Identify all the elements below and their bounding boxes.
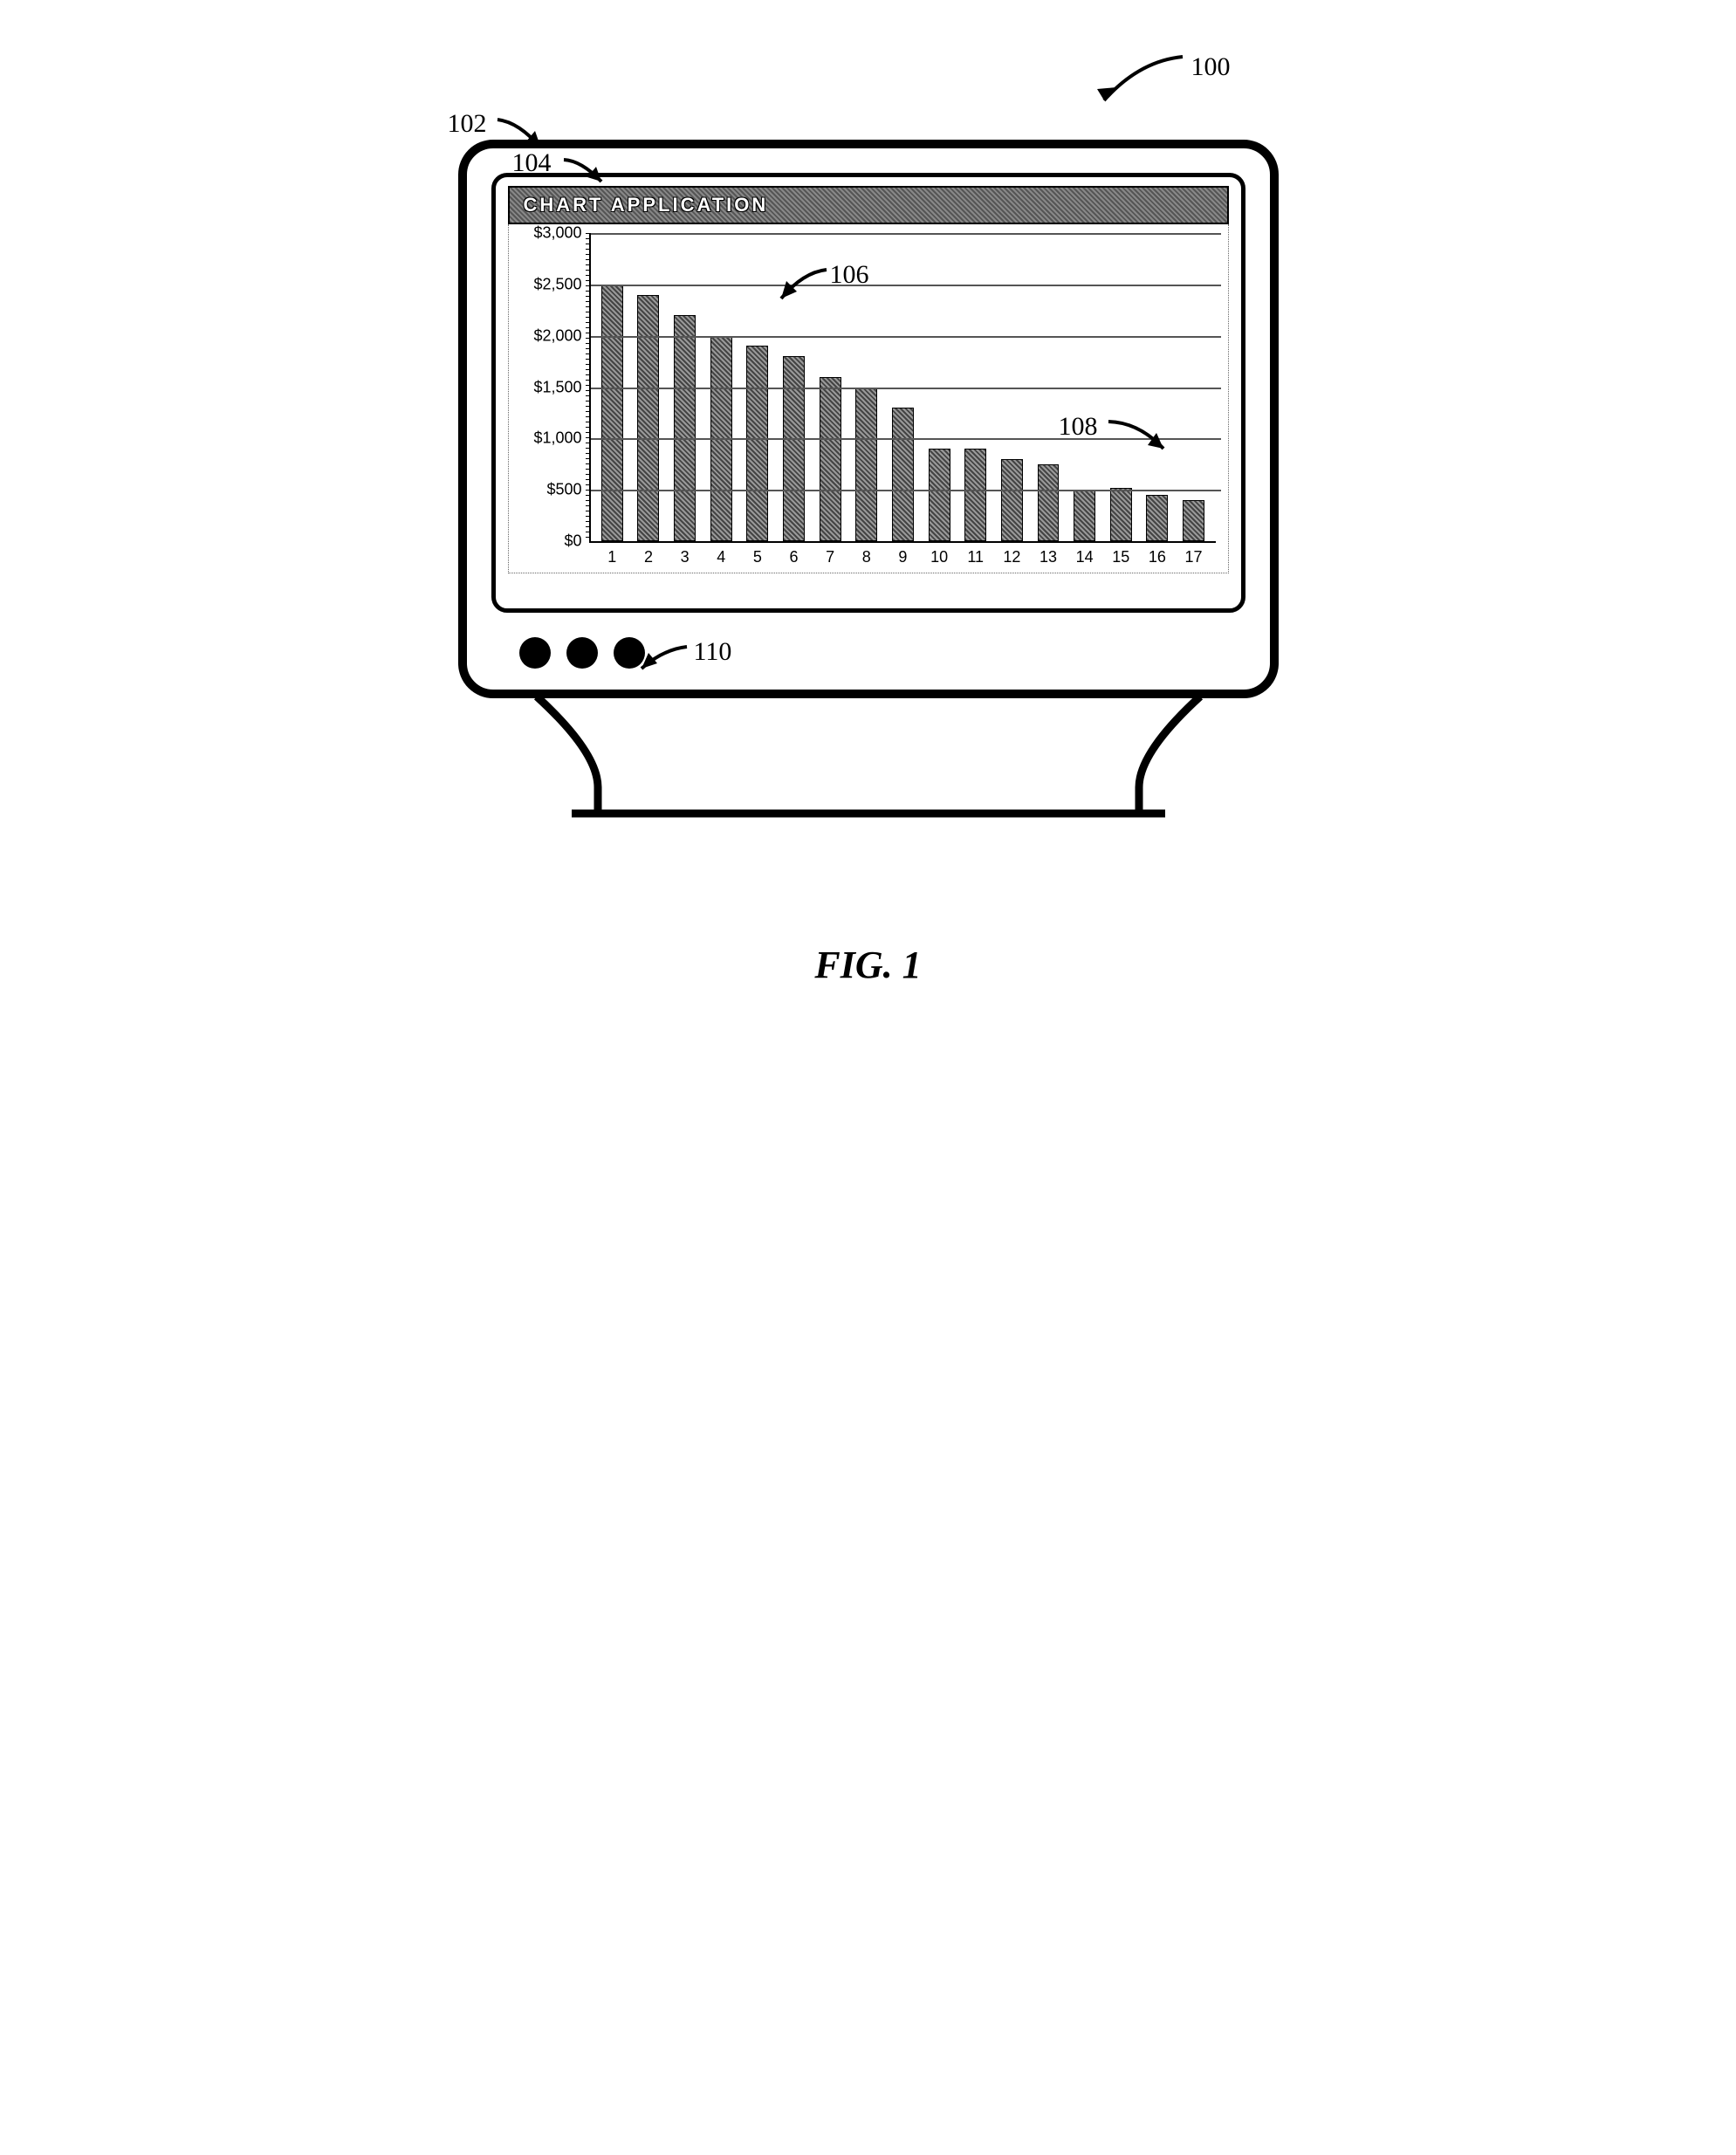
arrow-106-icon [772, 265, 834, 307]
bar [855, 388, 877, 542]
arrow-110-icon [633, 642, 694, 677]
x-tick-label: 15 [1112, 541, 1129, 566]
bar [601, 285, 623, 541]
monitor-stand [458, 691, 1279, 840]
bar [1183, 500, 1204, 541]
figure-canvas: 100 102 CHART APPLICATION 12345678910111… [432, 35, 1305, 1082]
x-tick-label: 17 [1185, 541, 1203, 566]
y-tick-label: $3,000 [533, 224, 590, 243]
x-tick-label: 2 [644, 541, 653, 566]
x-tick-label: 14 [1076, 541, 1094, 566]
x-tick-label: 8 [862, 541, 871, 566]
y-tick-label: $0 [564, 532, 590, 551]
bar [1146, 495, 1168, 541]
chart-plot: 1234567891011121314151617 $0$500$1,000$1… [589, 233, 1216, 543]
bar [964, 449, 986, 541]
bar [637, 295, 659, 541]
arrow-100-icon [1087, 52, 1191, 113]
callout-106: 106 [830, 260, 869, 290]
gridline [591, 336, 1221, 338]
bar [674, 315, 696, 541]
x-tick-label: 13 [1040, 541, 1057, 566]
callout-104: 104 [512, 148, 552, 178]
callout-100: 100 [1191, 52, 1231, 82]
x-tick-label: 1 [607, 541, 616, 566]
bar [929, 449, 950, 541]
gridline [591, 388, 1221, 389]
bar [746, 346, 768, 541]
x-tick-label: 12 [1003, 541, 1020, 566]
x-tick-label: 9 [898, 541, 907, 566]
x-tick-label: 7 [826, 541, 834, 566]
y-tick-label: $2,000 [533, 326, 590, 345]
gridline [591, 490, 1221, 491]
bar [892, 408, 914, 541]
gridline [591, 233, 1221, 235]
hw-button[interactable] [566, 637, 598, 669]
bar [1074, 490, 1095, 541]
figure-label: FIG. 1 [432, 943, 1305, 987]
bar [820, 377, 841, 541]
y-tick-label: $1,500 [533, 378, 590, 396]
bar [1038, 464, 1060, 541]
y-tick-label: $500 [546, 481, 590, 499]
screen: CHART APPLICATION 1234567891011121314151… [491, 173, 1245, 613]
x-tick-label: 10 [930, 541, 948, 566]
callout-102: 102 [448, 109, 487, 139]
arrow-108-icon [1104, 417, 1174, 459]
bar [1001, 459, 1023, 541]
bar [1110, 488, 1132, 541]
y-tick-label: $1,000 [533, 429, 590, 448]
x-tick-label: 5 [753, 541, 762, 566]
x-tick-label: 11 [967, 541, 984, 566]
app-titlebar: CHART APPLICATION [508, 186, 1229, 224]
app-title: CHART APPLICATION [524, 194, 769, 216]
bar [783, 356, 805, 541]
x-tick-label: 4 [717, 541, 725, 566]
callout-108: 108 [1059, 412, 1098, 442]
hw-button[interactable] [519, 637, 551, 669]
y-tick-label: $2,500 [533, 275, 590, 293]
hw-buttons-row [519, 637, 645, 669]
gridline [591, 285, 1221, 286]
arrow-104-icon [559, 155, 612, 190]
callout-110: 110 [694, 637, 732, 667]
x-tick-label: 16 [1149, 541, 1166, 566]
x-tick-label: 3 [681, 541, 690, 566]
x-tick-label: 6 [790, 541, 799, 566]
